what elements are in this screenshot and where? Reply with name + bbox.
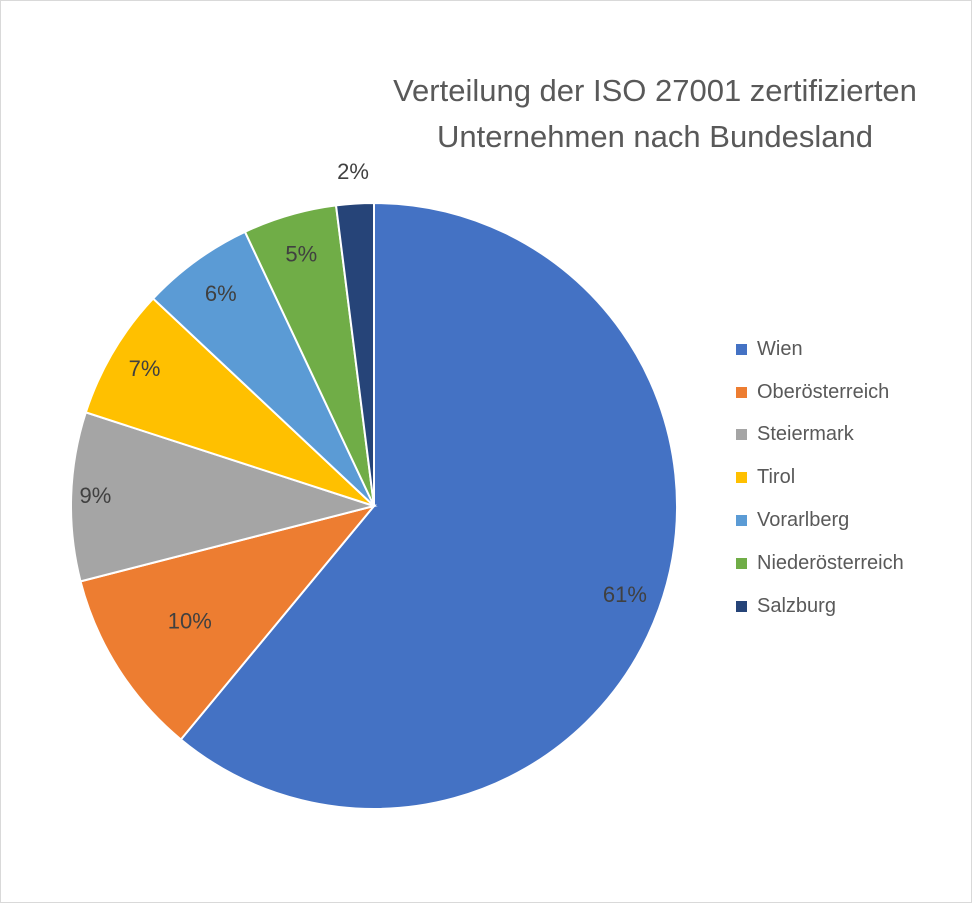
legend-item-salzburg: Salzburg: [736, 585, 904, 628]
chart-title: Verteilung der ISO 27001 zertifizierten …: [330, 68, 972, 160]
data-label-niederösterreich: 5%: [285, 242, 317, 267]
legend-label: Steiermark: [757, 423, 854, 446]
data-label-wien: 61%: [603, 582, 647, 607]
pie-slice-wien: [179, 201, 678, 810]
legend: Wien Oberösterreich Steiermark Tirol Vorarlb…: [736, 328, 904, 628]
legend-item-steiermark: Steiermark: [736, 414, 904, 457]
data-label-tirol: 7%: [129, 356, 161, 381]
legend-label: Wien: [757, 337, 803, 360]
pie-slice-steiermark: [70, 411, 378, 583]
pie-slice-salzburg: [334, 201, 375, 507]
legend-swatch: [736, 343, 747, 355]
legend-label: Oberösterreich: [757, 380, 890, 403]
pie-slice-oberösterreich: [79, 504, 377, 741]
legend-swatch: [736, 600, 747, 612]
data-label-salzburg: 2%: [337, 159, 369, 184]
pie-slice-tirol: [84, 297, 375, 507]
legend-swatch: [736, 472, 747, 484]
legend-label: Tirol: [757, 466, 796, 489]
legend-item-niederösterreich: Niederösterreich: [736, 542, 904, 585]
legend-swatch: [736, 557, 747, 569]
legend-item-tirol: Tirol: [736, 456, 904, 499]
legend-swatch: [736, 515, 747, 527]
legend-item-vorarlberg: Vorarlberg: [736, 499, 904, 542]
chart-title-line-2: Unternehmen nach Bundesland: [436, 119, 874, 154]
legend-label: Salzburg: [757, 594, 836, 617]
data-label-steiermark: 9%: [79, 483, 111, 508]
legend-label: Vorarlberg: [757, 509, 850, 532]
legend-label: Niederösterreich: [757, 551, 904, 574]
data-label-vorarlberg: 6%: [205, 281, 237, 306]
legend-item-wien: Wien: [736, 328, 904, 371]
legend-swatch: [736, 429, 747, 441]
legend-swatch: [736, 386, 747, 398]
legend-item-oberösterreich: Oberösterreich: [736, 371, 904, 414]
chart-title-line-1: Verteilung der ISO 27001 zertifizierten: [393, 73, 917, 108]
data-label-oberösterreich: 10%: [168, 609, 212, 634]
